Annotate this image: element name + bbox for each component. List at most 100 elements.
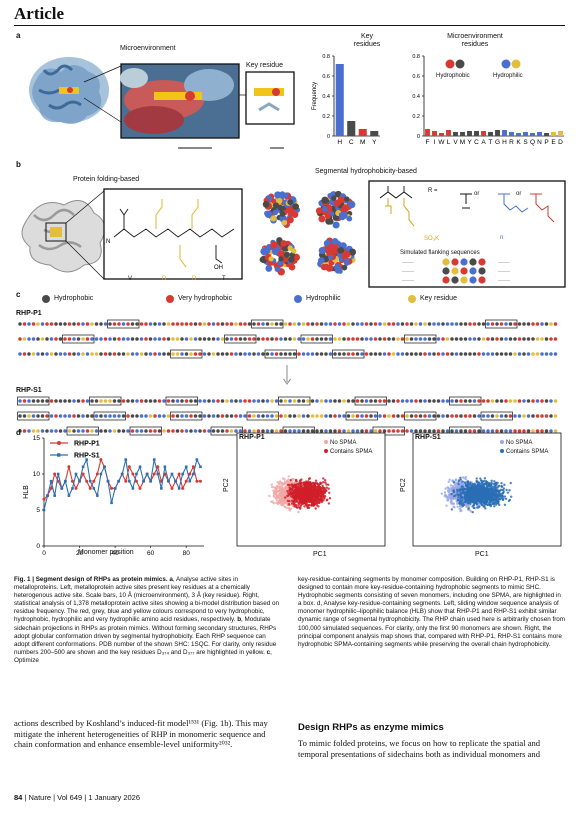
protein-folding-title: Protein folding-based [73,176,140,183]
monomer [450,399,454,403]
monomer [531,429,535,433]
point-contains-spma [305,504,309,508]
bar-A [481,131,486,136]
monomer [432,429,436,433]
monomer [180,322,184,326]
monomer [504,322,508,326]
series-point-RHP-P1 [191,465,195,469]
monomer [153,399,157,403]
monomer [355,322,360,326]
monomer [463,429,468,433]
monomer [180,352,184,356]
monomer [373,322,378,326]
monomer [76,337,81,341]
micro-legend [445,59,521,69]
monomer [387,414,391,418]
monomer [153,322,157,326]
monomer [67,414,72,418]
series-line-RHP-P1 [43,458,201,500]
segment-box [251,319,284,329]
series-point-RHP-S1 [135,472,138,476]
monomer [103,337,108,341]
monomer [400,352,405,356]
globule-bead [268,256,274,262]
series-point-RHP-P1 [138,486,142,490]
segment-box [300,334,333,344]
monomer [252,337,256,341]
monomer [126,414,130,418]
monomer [274,429,279,433]
category-label-K: K [516,139,521,146]
monomer [378,352,382,356]
point-contains-spma [480,499,483,502]
monomer [414,414,418,418]
point-contains-spma [461,480,464,483]
monomer [198,399,202,403]
point-contains-spma [466,501,470,505]
monomer [198,352,202,356]
monomer [45,429,49,433]
point-contains-spma [479,489,482,492]
point-contains-spma [490,479,493,483]
series-point-RHP-P1 [177,472,181,476]
legend-c-very-hydrophobic: Very hydrophobic [178,295,233,302]
monomer [279,352,283,356]
monomer [261,322,265,326]
hlb-xlabel: Monomer position [78,549,134,556]
monomer [45,414,49,418]
monomer [135,399,139,403]
point-contains-spma [473,496,477,499]
category-label-P: P [544,139,548,146]
monomer [436,322,441,326]
monomer [418,352,423,356]
point-contains-spma [497,484,501,487]
monomer [202,337,207,341]
monomer [184,352,189,356]
monomer [355,352,360,356]
monomer [432,414,436,418]
monomer [373,429,378,433]
monomer [441,414,445,418]
monomer [198,322,202,326]
point-contains-spma [316,499,319,502]
monomer [351,352,355,356]
series-point-RHP-S1 [163,465,167,469]
pca1-legend-no-spma: No SPMA [330,440,357,446]
monomer [450,337,454,341]
monomer [31,322,36,326]
monomer [328,337,333,341]
series-point-RHP-P1 [110,486,114,490]
monomer [418,337,423,341]
monomer [481,337,486,341]
globule-bead [341,264,348,271]
monomer [40,352,45,356]
monomer [459,337,463,341]
point-contains-spma [476,484,480,487]
monomer [427,414,432,418]
monomer [310,399,315,403]
flank-bead [442,258,450,266]
globule-bead [325,264,334,272]
monomer [207,429,211,433]
monomer [76,322,81,326]
point-contains-spma [299,479,302,482]
segment-box [170,349,203,359]
globule-bead [259,256,266,263]
pca2-legend-contains-spma: Contains SPMA [506,449,549,455]
monomer [45,322,49,326]
legend-dot-key [511,59,521,69]
monomer [346,429,351,433]
monomer [94,352,99,356]
panel-d-label: d [16,428,21,437]
monomer [315,414,319,418]
monomer [166,399,171,403]
point-contains-spma [473,498,476,501]
monomer [144,399,148,403]
panel-c-legend [42,295,416,303]
monomer [261,399,265,403]
monomer [486,352,490,356]
series-point-RHP-P1 [124,479,128,483]
monomer [333,337,337,341]
legend-marker-contains-spma [324,449,328,453]
point-contains-spma [284,496,287,499]
